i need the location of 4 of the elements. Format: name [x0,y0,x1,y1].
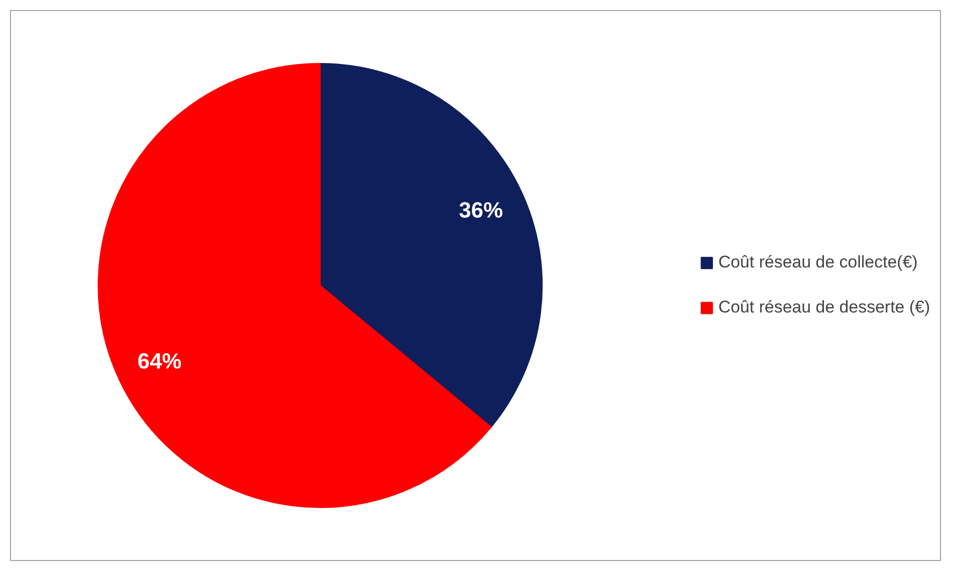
data-label: 36% [458,197,503,222]
legend-label: Coût réseau de collecte(€) [718,252,918,272]
legend-label: Coût réseau de desserte (€) [718,298,930,318]
data-label: 64% [137,348,182,374]
